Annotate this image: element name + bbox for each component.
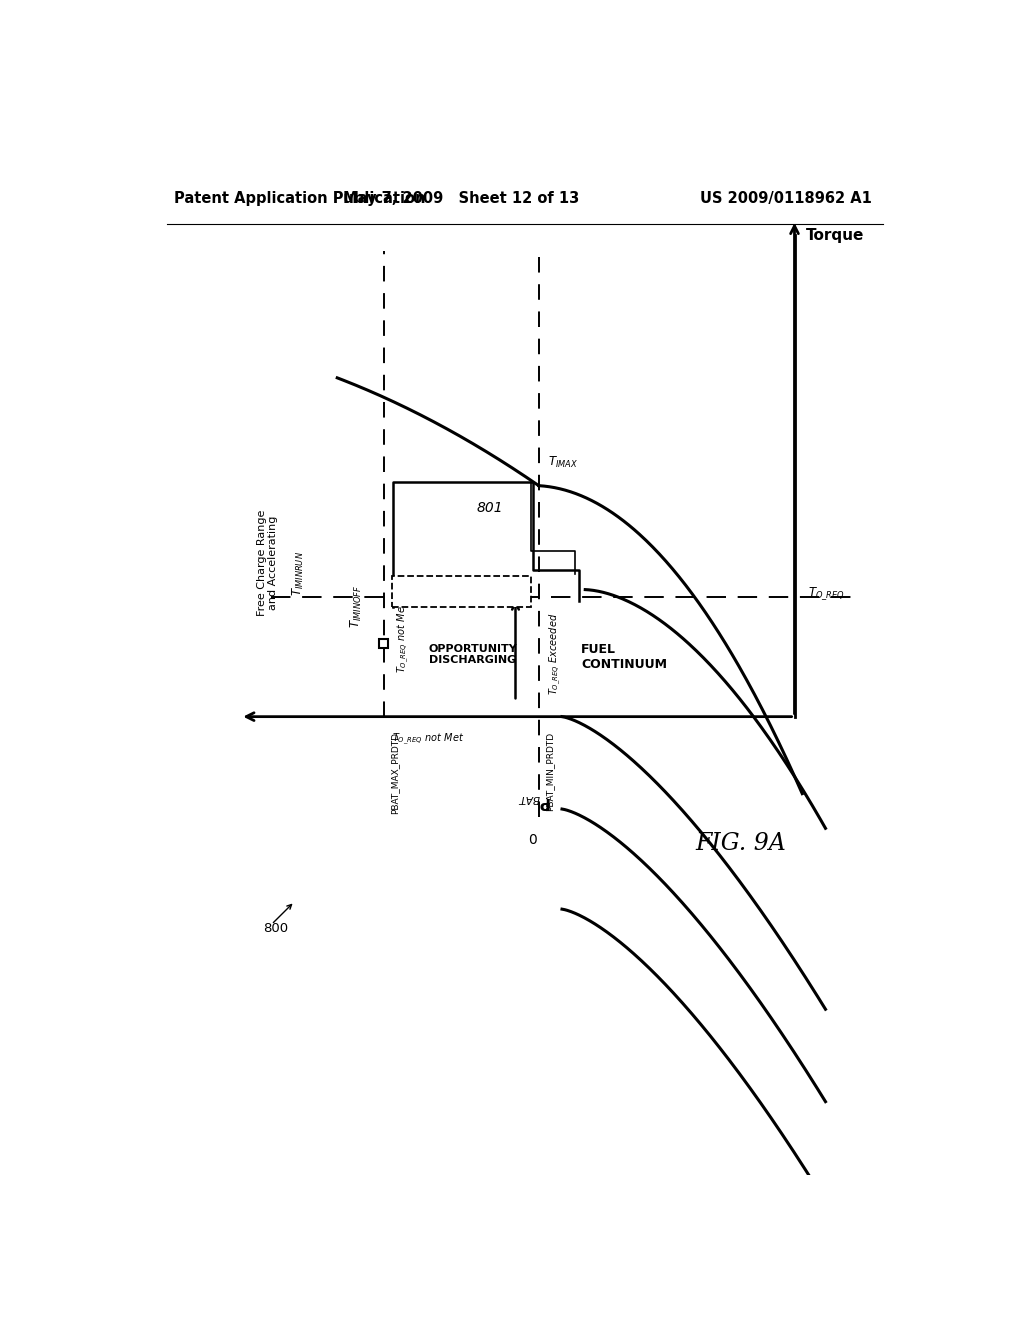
Text: 801: 801 — [477, 502, 504, 515]
Text: Free Charge Range
and Accelerating: Free Charge Range and Accelerating — [257, 510, 279, 616]
Text: FUEL
CONTINUUM: FUEL CONTINUUM — [582, 643, 668, 671]
Text: $\mathbf{P}_{BAT}$: $\mathbf{P}_{BAT}$ — [517, 792, 553, 810]
Bar — [391, 576, 531, 607]
Text: $T_{IMIN OFF}$: $T_{IMIN OFF}$ — [349, 585, 365, 628]
Text: $T_{O\_REQ}$ Exceeded: $T_{O\_REQ}$ Exceeded — [548, 612, 563, 694]
Text: Patent Application Publication: Patent Application Publication — [174, 191, 426, 206]
Text: $T_{IMAX}$: $T_{IMAX}$ — [548, 455, 579, 470]
Text: $T_{I MIN RUN}$: $T_{I MIN RUN}$ — [291, 550, 306, 595]
Text: PBAT_MAX_PRDTD: PBAT_MAX_PRDTD — [390, 733, 399, 814]
Text: FIG. 9A: FIG. 9A — [695, 832, 785, 855]
Text: US 2009/0118962 A1: US 2009/0118962 A1 — [700, 191, 872, 206]
Text: $T_{O\_REQ}$: $T_{O\_REQ}$ — [809, 585, 845, 602]
Bar — [379, 639, 388, 648]
Text: PBAT_MIN_PRDTD: PBAT_MIN_PRDTD — [545, 733, 554, 812]
Text: OPPORTUNITY
DISCHARGING: OPPORTUNITY DISCHARGING — [428, 644, 517, 665]
Text: Torque: Torque — [806, 228, 864, 243]
Text: May 7, 2009   Sheet 12 of 13: May 7, 2009 Sheet 12 of 13 — [343, 191, 580, 206]
Text: $T_{O\_REQ}$ not Met: $T_{O\_REQ}$ not Met — [391, 733, 464, 747]
Text: 800: 800 — [263, 921, 289, 935]
Text: $T_{O\_REQ}$ not Met: $T_{O\_REQ}$ not Met — [395, 601, 411, 673]
Text: 0: 0 — [528, 833, 537, 847]
